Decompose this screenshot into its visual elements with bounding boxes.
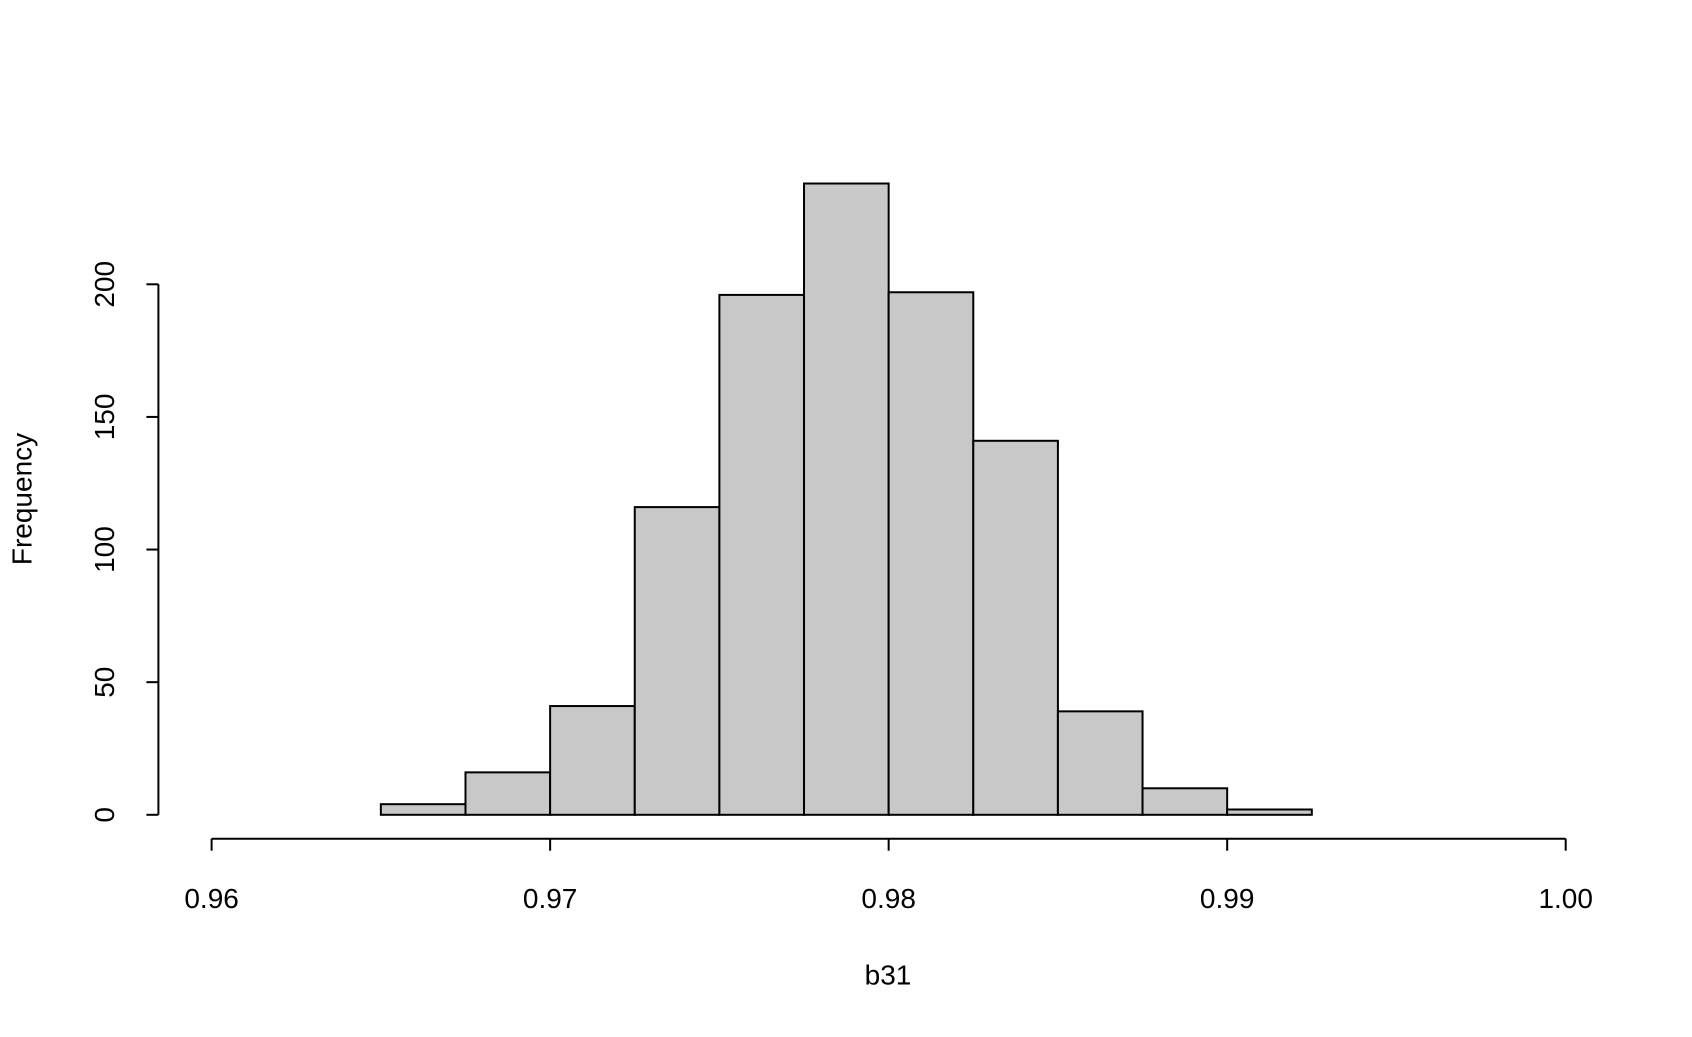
y-tick-label: 150	[89, 394, 120, 441]
bar	[972, 439, 1059, 816]
x-axis-label: b31	[865, 959, 912, 990]
y-axis-label: Frequency	[6, 433, 37, 565]
y-tick-label: 50	[89, 667, 120, 698]
x-tick-label: 0.98	[861, 883, 916, 914]
x-tick-label: 0.96	[184, 883, 239, 914]
bar	[549, 705, 636, 816]
bar	[803, 182, 890, 816]
bar	[1226, 808, 1313, 816]
bar	[464, 771, 552, 816]
bar	[1141, 787, 1229, 816]
bar	[633, 506, 721, 816]
bar	[1056, 710, 1144, 816]
y-tick-label: 200	[89, 261, 120, 308]
x-tick-label: 0.97	[523, 883, 578, 914]
y-tick-label: 100	[89, 526, 120, 573]
y-tick-label: 0	[89, 807, 120, 823]
bar	[887, 291, 975, 816]
x-tick-label: 0.99	[1200, 883, 1255, 914]
bar	[379, 803, 467, 816]
x-tick-label: 1.00	[1538, 883, 1593, 914]
bar	[718, 293, 806, 816]
